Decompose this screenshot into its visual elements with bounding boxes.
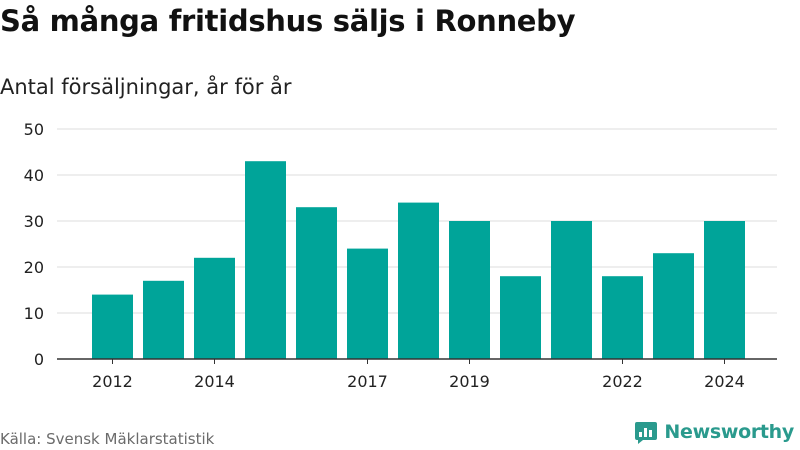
x-tick-label: 2012	[92, 372, 133, 391]
y-tick-label: 20	[24, 258, 44, 277]
chart-subtitle: Antal försäljningar, år för år	[0, 75, 292, 99]
y-axis-ticks: 0 10 20 30 40 50	[24, 120, 44, 369]
bars	[92, 161, 745, 359]
bar-2016	[296, 207, 337, 359]
y-tick-label: 0	[34, 350, 44, 369]
x-tick-label: 2024	[704, 372, 745, 391]
brand-logo: Newsworthy	[634, 420, 794, 444]
bar-2022	[602, 276, 643, 359]
x-tick-label: 2014	[194, 372, 235, 391]
bar-2024	[704, 221, 745, 359]
bar-2021	[551, 221, 592, 359]
bar-2023	[653, 253, 694, 359]
y-tick-label: 10	[24, 304, 44, 323]
x-axis-ticks: 2012 2014 2017 2019 2022 2024	[92, 359, 745, 391]
bar-2014	[194, 257, 235, 359]
chart-title: Så många fritidshus säljs i Ronneby	[0, 4, 576, 38]
source-note: Källa: Svensk Mäklarstatistik	[0, 430, 215, 448]
bar-chart: 0 10 20 30 40 50 2012 2014 2017 2019 2022 2024	[24, 120, 777, 391]
y-tick-label: 40	[24, 166, 44, 185]
bar-2019	[449, 221, 490, 359]
y-tick-label: 30	[24, 212, 44, 231]
bar-2017	[347, 248, 388, 359]
bar-2015	[245, 161, 286, 359]
bar-chart-logo-icon	[635, 422, 658, 444]
brand-name: Newsworthy	[664, 421, 794, 443]
y-tick-label: 50	[24, 120, 44, 139]
x-tick-label: 2017	[347, 372, 388, 391]
x-tick-label: 2022	[602, 372, 643, 391]
x-tick-label: 2019	[449, 372, 490, 391]
bar-2013	[143, 280, 184, 359]
bar-2012	[92, 294, 133, 359]
bar-2020	[500, 276, 541, 359]
bar-2018	[398, 202, 439, 359]
